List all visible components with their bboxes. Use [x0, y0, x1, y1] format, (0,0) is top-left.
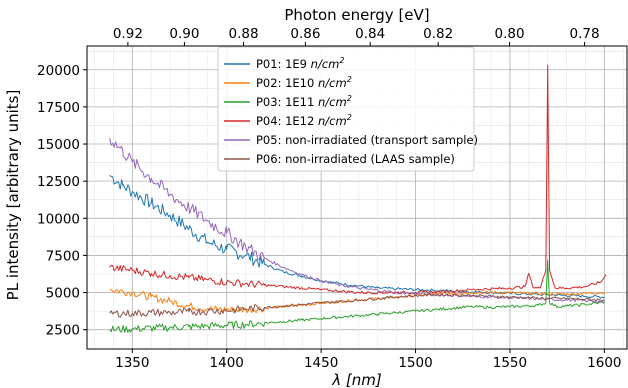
top-tick-label: 0.80	[495, 26, 525, 42]
legend-box	[217, 46, 475, 172]
series-line-5	[109, 137, 605, 303]
x-tick-label: 1500	[398, 355, 432, 371]
top-axis-label: Photon energy [eV]	[284, 6, 429, 24]
x-tick-label: 1350	[115, 355, 149, 371]
y-tick-label: 5000	[46, 286, 80, 302]
legend-label-p06: P06: non-irradiated (LAAS sample)	[256, 152, 455, 166]
legend-label-p01: P01: 1E9 n/cm2	[256, 56, 344, 71]
x-tick-label: 1600	[587, 355, 621, 371]
y-tick-label: 15000	[37, 137, 80, 153]
top-tick-label: 0.88	[229, 26, 259, 42]
x-tick-label: 1400	[210, 355, 244, 371]
y-axis-label: PL intensity [arbitrary units]	[4, 90, 22, 301]
series-line-6	[109, 293, 605, 318]
top-tick-label: 0.92	[113, 26, 143, 42]
x-tick-label: 1550	[493, 355, 527, 371]
legend: P01: 1E9 n/cm2 P02: 1E10 n/cm2 P03: 1E11…	[217, 46, 478, 172]
y-tick-label: 7500	[46, 248, 80, 264]
legend-label-p02: P02: 1E10 n/cm2	[256, 75, 352, 90]
series-lines	[109, 64, 607, 333]
top-tick-label: 0.84	[355, 26, 385, 42]
legend-label-p05: P05: non-irradiated (transport sample)	[256, 133, 478, 147]
series-line-1	[109, 174, 605, 299]
y-tick-label: 20000	[37, 63, 80, 79]
series-line-2	[109, 289, 605, 314]
series-line-3	[109, 259, 605, 333]
y-tick-label: 2500	[46, 323, 80, 339]
plot-frame	[86, 45, 628, 350]
top-tick-label: 0.90	[169, 26, 199, 42]
y-tick-label: 10000	[37, 211, 80, 227]
top-tick-label: 0.78	[570, 26, 600, 42]
y-tick-label: 12500	[37, 174, 80, 190]
y-tick-label: 17500	[37, 100, 80, 116]
series-line-4	[109, 64, 607, 295]
legend-label-p03: P03: 1E11 n/cm2	[256, 94, 352, 109]
x-axis-label: λ [nm]	[331, 371, 382, 388]
ticks: 2500 5000 7500 10000 12500 15000 17500 20000 135…	[37, 26, 621, 371]
x-tick-label: 1450	[304, 355, 338, 371]
top-tick-label: 0.86	[290, 26, 320, 42]
top-tick-label: 0.82	[423, 26, 453, 42]
legend-label-p04: P04: 1E12 n/cm2	[256, 113, 352, 128]
